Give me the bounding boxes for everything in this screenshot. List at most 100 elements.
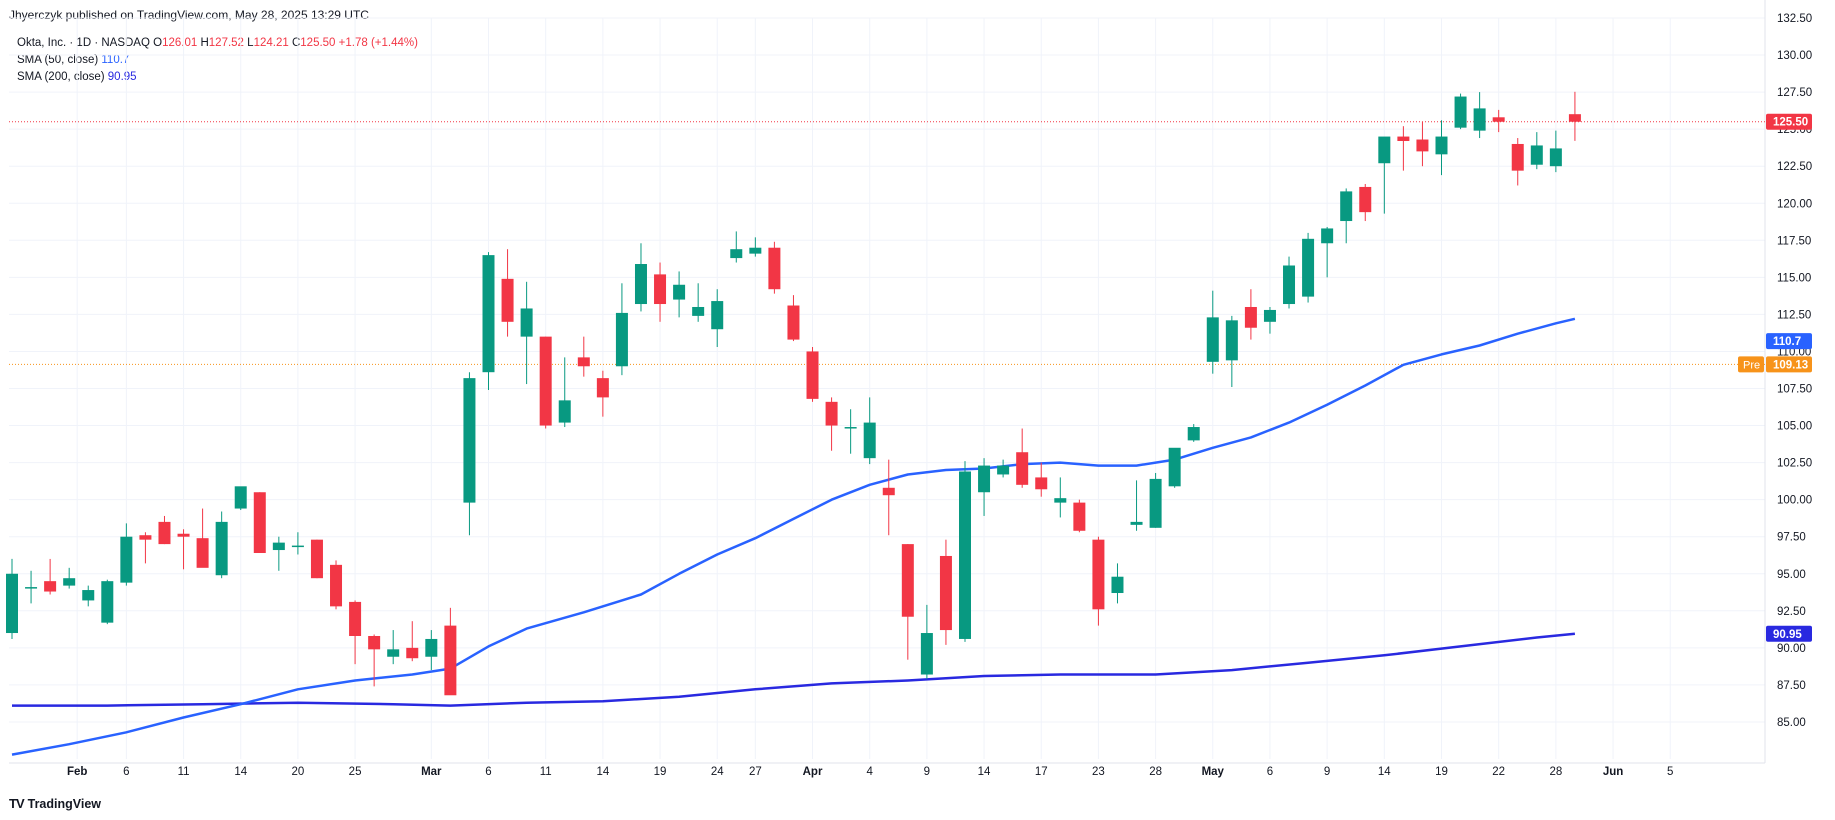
candle-down [1244,306,1257,328]
last-price-tag-bg [1766,113,1812,130]
change-value: +1.78 (+1.44%) [338,37,418,49]
candle-up [1473,108,1486,131]
sma50-tag: 110.7 [1773,336,1801,348]
tradingview-logo-icon: TV [9,796,25,811]
x-tick-label: 14 [978,766,991,778]
sma50-value: 110.7 [101,54,130,66]
candle-up [1130,521,1143,525]
candle-up [1435,136,1448,155]
x-tick-label: 11 [540,766,552,778]
sma50-tag-bg [1766,333,1812,350]
sma50-row[interactable]: SMA (50, close) 110.7 [17,52,418,69]
candle-up [711,301,724,330]
candle-down [539,336,552,426]
sma200-label: SMA (200, close) [17,71,105,83]
candle-down [406,647,419,659]
candle-down [1397,136,1410,142]
candle-up [234,486,247,509]
x-tick-label: 6 [1267,766,1273,778]
candle-down [1511,143,1524,171]
candle-up [978,465,991,493]
candle-up [425,638,438,657]
candle-up [730,249,743,259]
candle-down [596,378,609,398]
candle-down [44,581,57,592]
brand-name: TradingView [27,796,102,811]
last-price-tag: 125.50 [1773,117,1808,129]
x-tick-label: Apr [803,766,823,778]
x-tick-label: Jun [1603,766,1623,778]
y-tick-label: 95.00 [1777,569,1806,581]
candle-up [463,378,476,503]
candle-up [615,312,628,367]
y-tick-label: 105.00 [1777,421,1812,433]
footer-brand[interactable]: TV TradingView [9,796,101,811]
x-tick-label: 9 [1324,766,1330,778]
candle-up [63,578,76,586]
candle-up [844,427,857,429]
candle-up [1206,317,1219,362]
pre-price-tag-bg [1766,356,1812,373]
x-tick-label: 27 [749,766,762,778]
x-tick-label: 22 [1492,766,1505,778]
candle-up [1168,447,1181,487]
candle-up [387,649,400,657]
candle-up [520,308,533,337]
x-tick-label: 20 [292,766,305,778]
candle-down [1073,502,1086,531]
candle-down [1016,452,1029,485]
x-tick-label: 6 [485,766,491,778]
y-tick-label: 102.50 [1777,458,1812,470]
candle-down [768,247,781,290]
chart-legend: Okta, Inc. · 1D · NASDAQ O126.01 H127.52… [17,35,418,86]
candle-up [997,465,1010,475]
x-tick-label: 19 [1435,766,1448,778]
candle-down [1568,114,1581,122]
candle-down [939,555,952,631]
y-tick-label: 130.00 [1777,50,1812,62]
candle-down [368,635,381,650]
candle-up [1263,309,1276,322]
candle-down [1492,117,1505,122]
y-tick-label: 87.50 [1777,680,1806,692]
y-tick-label: 132.50 [1777,13,1812,25]
pre-price-tag-prefix: Pre [1743,359,1760,371]
candle-down [177,533,190,537]
candle-up [101,581,114,623]
x-tick-label: 5 [1667,766,1673,778]
candle-down [330,564,343,607]
open-value: 126.01 [162,37,198,49]
candle-down [577,357,590,367]
x-tick-label: 25 [349,766,362,778]
candle-up [1225,320,1238,361]
sma200-row[interactable]: SMA (200, close) 90.95 [17,69,418,86]
x-tick-label: 23 [1092,766,1105,778]
low-value: 124.21 [253,37,289,49]
pre-price-tag-prefix-bg [1738,356,1764,373]
candle-up [1283,265,1296,305]
x-tick-label: May [1202,766,1225,778]
candle-down [1092,539,1105,610]
candle-up [634,264,647,305]
x-tick-label: 11 [178,766,190,778]
x-tick-label: 4 [866,766,873,778]
candle-down [349,601,362,636]
x-tick-label: 6 [123,766,129,778]
sma200-line [12,632,1576,707]
ohlc-row[interactable]: Okta, Inc. · 1D · NASDAQ O126.01 H127.52… [17,37,418,49]
candle-up [558,400,571,423]
candle-up [1302,238,1315,297]
candle-up [1054,498,1067,503]
y-tick-label: 107.50 [1777,384,1812,396]
candle-up [1549,148,1562,167]
y-tick-label: 90.00 [1777,643,1806,655]
candle-down [825,401,838,426]
candle-down [310,539,323,579]
candle-up [1340,191,1353,222]
y-tick-label: 97.50 [1777,532,1806,544]
candle-up [1187,427,1200,441]
candle-up [673,284,686,300]
candle-down [901,544,914,617]
candle-up [920,633,933,675]
